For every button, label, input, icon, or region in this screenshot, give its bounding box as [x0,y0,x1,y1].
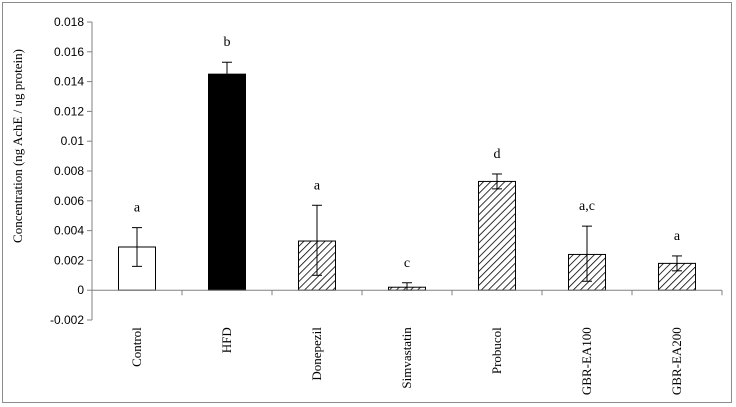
chart-frame [2,2,732,403]
y-tick-label: 0.002 [54,253,84,267]
y-axis-label: Concentration (ng AchE / ug protein) [10,49,25,243]
x-axis-ticks: Control HFD Donepezil Simvastatin Probucol GB… [91,290,723,395]
bars [118,73,696,291]
y-tick-label: 0.012 [54,104,84,118]
significance-label: a [134,201,141,216]
bar-probucol [478,180,516,291]
x-tick-label: GBR-EA200 [669,327,684,395]
y-tick-label: 0.008 [54,164,84,178]
x-tick-label: HFD [219,327,234,353]
significance-label: d [494,147,501,162]
y-tick-label: 0.006 [54,194,84,208]
bar-hfd [208,73,246,291]
x-tick-label: Control [129,327,144,367]
axes [91,22,722,320]
y-tick-label: 0.018 [54,15,84,29]
y-tick-label: 0 [77,283,84,297]
significance-label: a [314,178,321,193]
significance-label: a,c [579,199,595,214]
x-tick-label: Donepezil [309,327,324,381]
y-axis-ticks: -0.002 0 0.002 0.004 0.006 0.008 0.01 0.012 0.01… [50,15,92,327]
x-tick-label: Simvastatin [399,327,414,389]
significance-label: a [674,229,681,244]
y-axis-label-group: Concentration (ng AchE / ug protein) [10,49,25,243]
x-tick-label: GBR-EA100 [579,327,594,395]
significance-label: c [404,256,410,271]
y-tick-label: 0.004 [54,224,84,238]
x-tick-label: Probucol [489,327,504,374]
significance-labels: a b a c d a,c a [134,35,681,271]
y-tick-label: 0.016 [54,45,84,59]
error-bars [132,61,682,291]
significance-label: b [224,35,231,50]
y-tick-label: 0.014 [54,75,84,89]
y-tick-label: 0.01 [61,134,85,148]
y-tick-label: -0.002 [50,313,84,327]
